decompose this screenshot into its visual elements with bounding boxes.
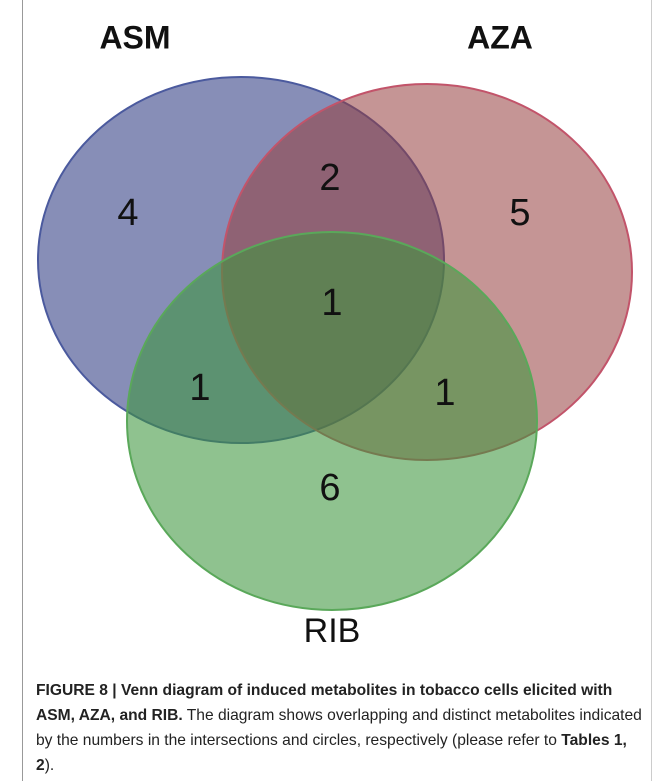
region-count: 6 [319, 467, 340, 509]
set-label: AZA [467, 19, 533, 55]
caption-text: The diagram shows overlapping and distin… [36, 707, 642, 749]
set-label: ASM [99, 19, 170, 55]
set-label: RIB [304, 612, 361, 650]
region-count: 1 [189, 367, 210, 409]
region-count: 4 [117, 192, 138, 234]
caption-label: FIGURE 8 | Venn diagram of induced metab… [36, 682, 613, 724]
region-count: 2 [319, 157, 340, 199]
region-count: 5 [509, 192, 530, 234]
region-count: 1 [321, 282, 342, 324]
venn-diagram: ASM AZA RIB 4 2 5 1 1 1 6 [37, 19, 633, 650]
set-circle [126, 231, 538, 611]
figure-caption: FIGURE 8 | Venn diagram of induced metab… [36, 678, 642, 778]
caption-ref: Tables 1, 2 [36, 732, 627, 774]
caption-end: ). [44, 757, 55, 774]
region-count: 1 [434, 372, 455, 414]
